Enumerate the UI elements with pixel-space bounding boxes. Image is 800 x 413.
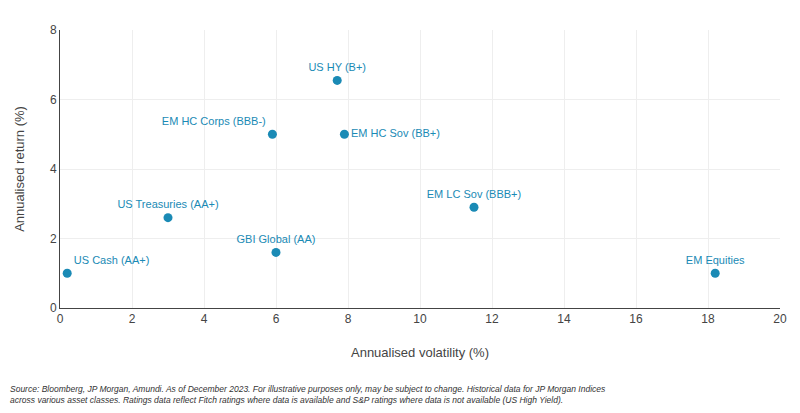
- svg-text:Annualised volatility (%): Annualised volatility (%): [351, 345, 489, 360]
- svg-text:US Treasuries (AA+): US Treasuries (AA+): [117, 198, 218, 210]
- svg-text:0: 0: [50, 301, 57, 315]
- svg-text:10: 10: [413, 312, 427, 326]
- svg-text:14: 14: [557, 312, 571, 326]
- svg-text:12: 12: [485, 312, 499, 326]
- svg-text:4: 4: [50, 162, 57, 176]
- svg-text:US HY (B+): US HY (B+): [308, 61, 366, 73]
- svg-text:2: 2: [50, 232, 57, 246]
- svg-text:US Cash (AA+): US Cash (AA+): [74, 254, 150, 266]
- svg-text:16: 16: [629, 312, 643, 326]
- svg-text:0: 0: [57, 312, 64, 326]
- svg-text:6: 6: [273, 312, 280, 326]
- svg-text:18: 18: [701, 312, 715, 326]
- svg-text:20: 20: [773, 312, 787, 326]
- svg-text:8: 8: [50, 23, 57, 37]
- svg-text:EM LC Sov (BBB+): EM LC Sov (BBB+): [427, 188, 521, 200]
- svg-text:6: 6: [50, 93, 57, 107]
- svg-text:EM HC Corps (BBB-): EM HC Corps (BBB-): [162, 115, 266, 127]
- svg-text:GBI Global (AA): GBI Global (AA): [237, 233, 316, 245]
- svg-text:EM Equities: EM Equities: [686, 254, 745, 266]
- svg-text:Source: Bloomberg, JP Morgan,: Source: Bloomberg, JP Morgan, Amundi. As…: [10, 384, 606, 405]
- svg-text:Annualised return (%): Annualised return (%): [12, 106, 27, 232]
- svg-text:4: 4: [201, 312, 208, 326]
- svg-text:8: 8: [345, 312, 352, 326]
- svg-text:EM HC Sov (BB+): EM HC Sov (BB+): [351, 127, 440, 139]
- svg-text:2: 2: [129, 312, 136, 326]
